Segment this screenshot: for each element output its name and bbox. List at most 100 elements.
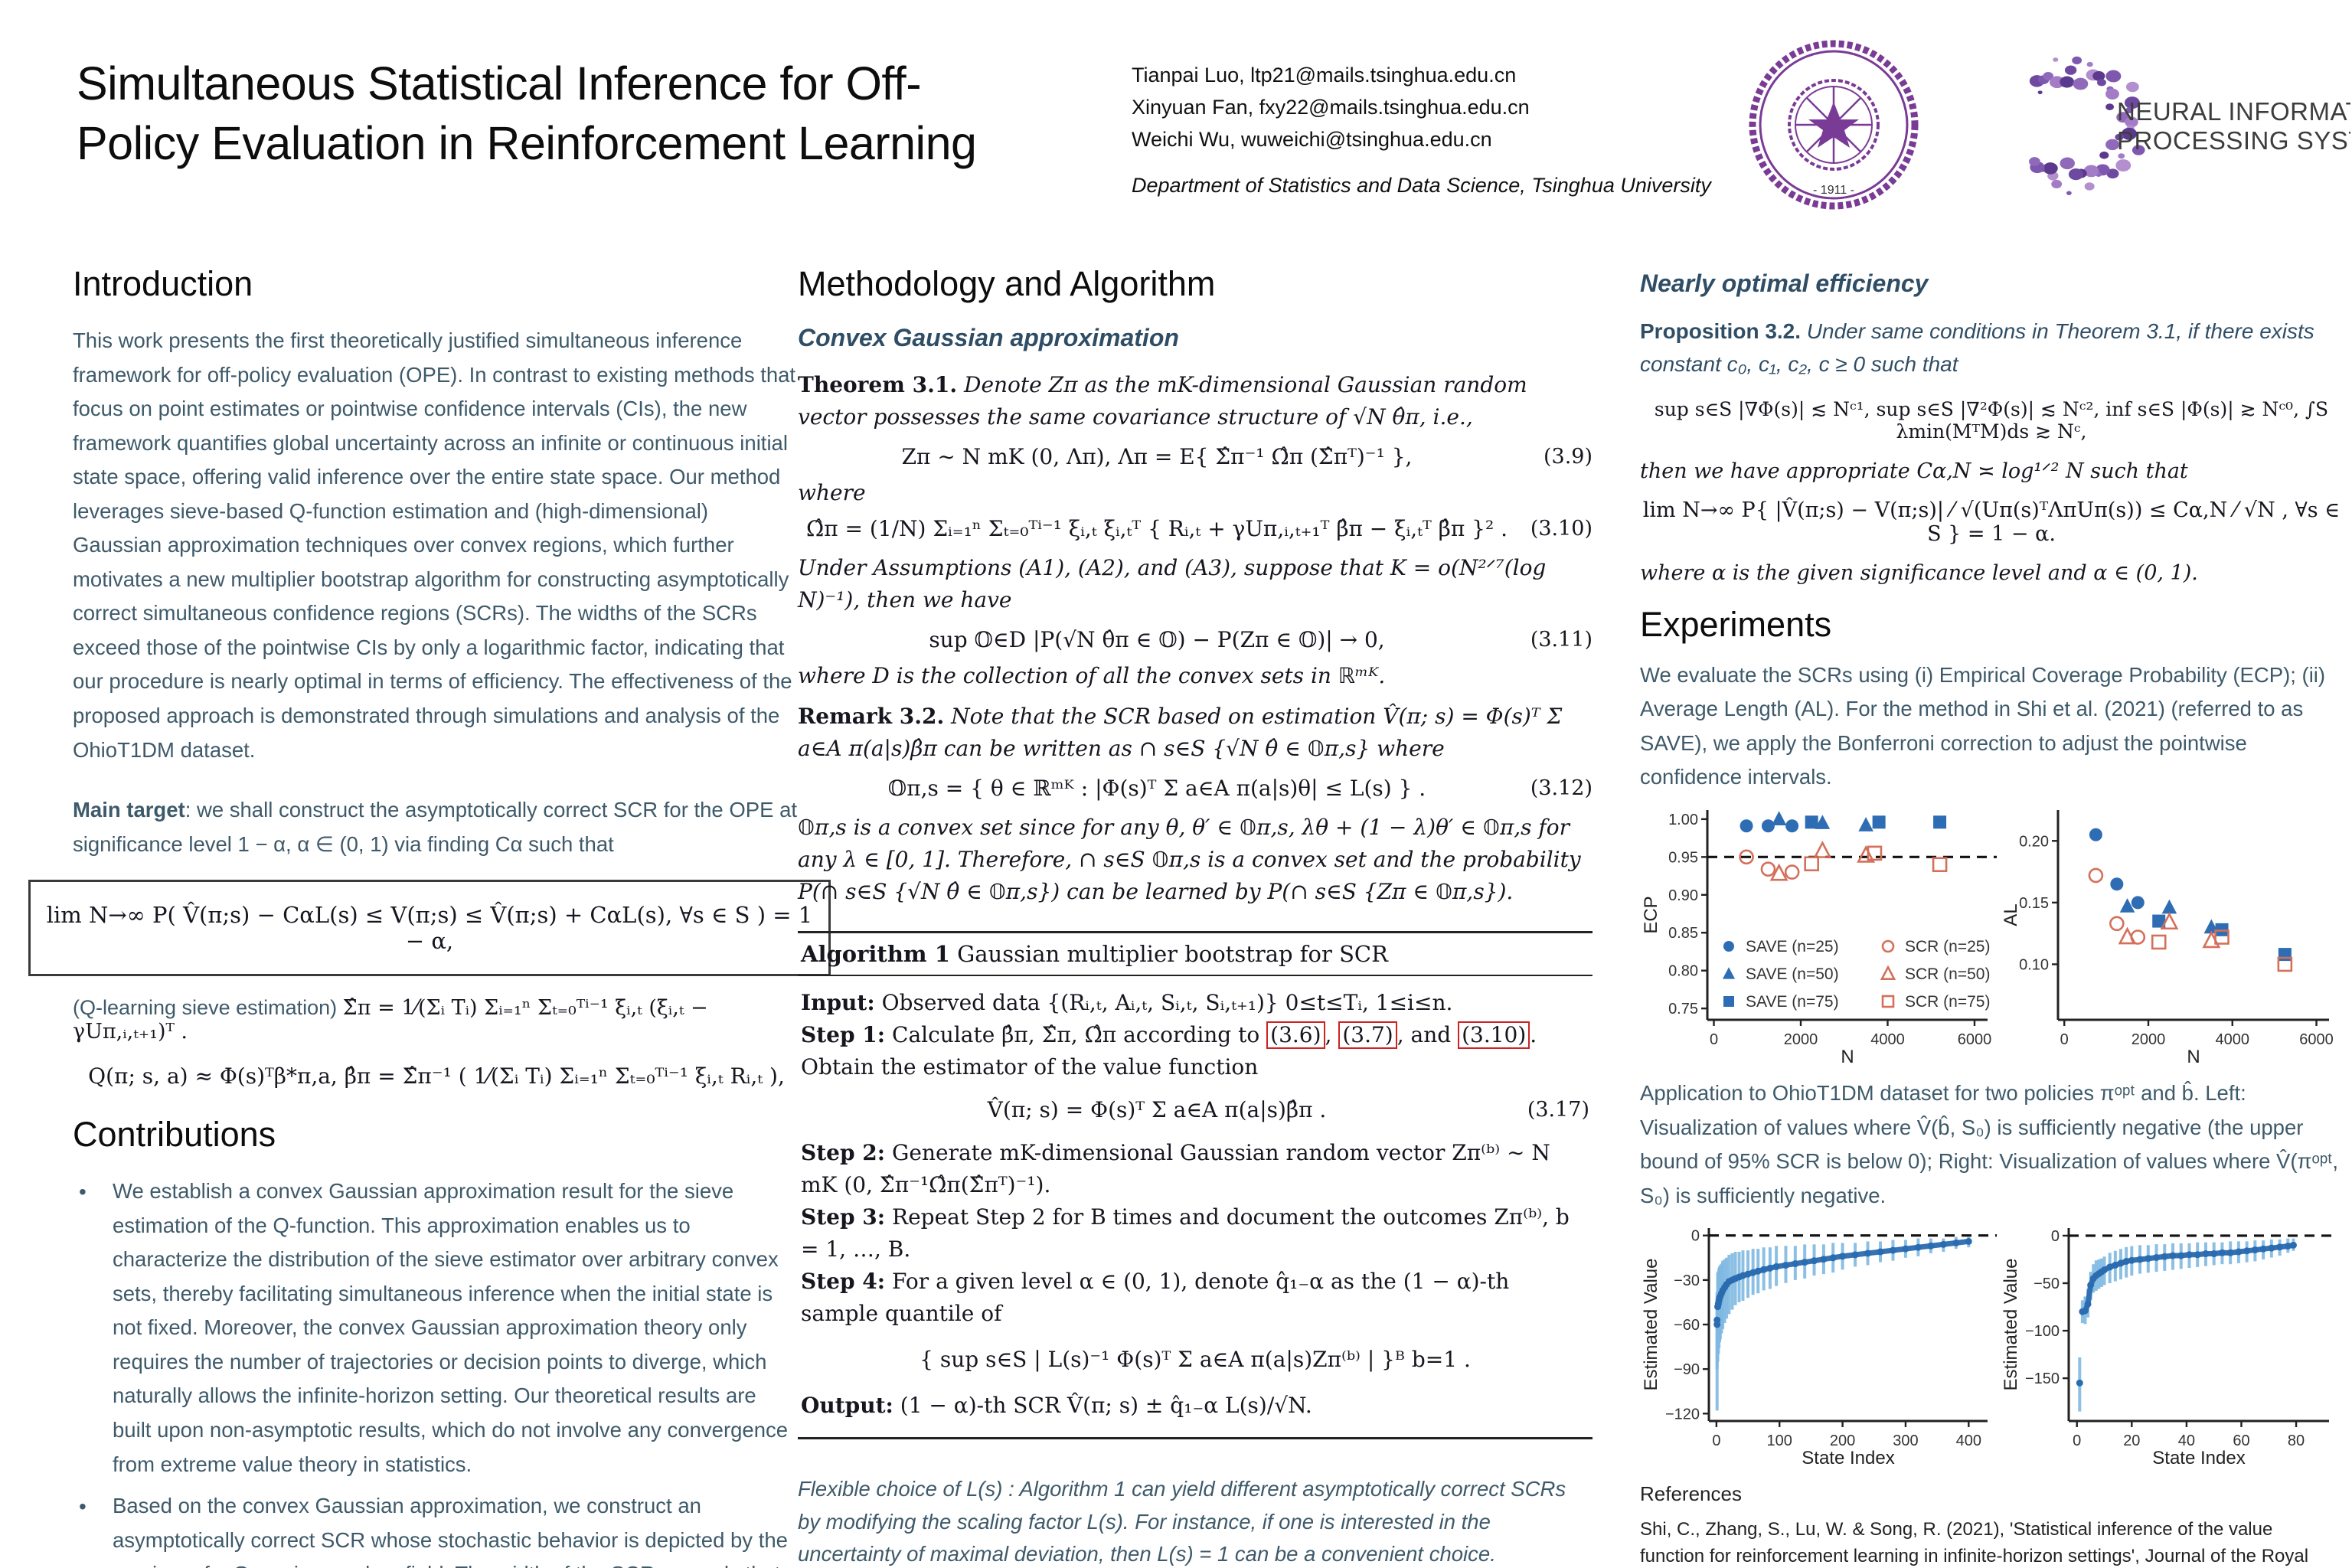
svg-text:6000: 6000 <box>1958 1031 1992 1048</box>
significance-text: where α is the given significance level … <box>1640 560 2198 585</box>
equation-3-11-number: (3.11) <box>1530 628 1592 652</box>
svg-text:Estimated Value: Estimated Value <box>2001 1259 2021 1391</box>
svg-text:0.10: 0.10 <box>2019 956 2049 973</box>
svg-text:SCR (n=50): SCR (n=50) <box>1905 965 1990 983</box>
equation-3-11-row: sup 𝕆∈D |P(√N θ̂π ∈ 𝕆) − P(Zπ ∈ 𝕆)| → 0,… <box>798 627 1592 652</box>
author-block: Tianpai Luo, ltp21@mails.tsinghua.edu.cn… <box>1132 60 1713 201</box>
equation-3-10-row: Ω̂π = (1/N) Σᵢ₌₁ⁿ Σₜ₌₀ᵀⁱ⁻¹ ξᵢ,ₜ ξᵢ,ₜᵀ { … <box>798 516 1592 541</box>
author-1: Tianpai Luo, ltp21@mails.tsinghua.edu.cn <box>1132 64 1517 87</box>
algorithm-title-text: Gaussian multiplier bootstrap for SCR <box>949 941 1388 967</box>
references-heading: References <box>1640 1482 1742 1506</box>
svg-text:State Index: State Index <box>2152 1448 2245 1468</box>
ohio-left-chart: 0 100 200 300 400 0 −30 −60 −90 −120 State Index Es… <box>1641 1228 1997 1468</box>
ref-3-6: (3.6) <box>1266 1021 1325 1050</box>
then-text: then we have appropriate Cα,N ≍ log¹ᐟ² N… <box>1640 459 2188 483</box>
svg-text:200: 200 <box>1830 1432 1855 1449</box>
ecp-chart: 0 2000 4000 6000 0.75 0.80 0.85 0.90 0.95 1.00 N EC… <box>1641 809 1997 1067</box>
algorithm-output: Output: (1 − α)-th SCR V̂(π; s) ± q̂₁₋α … <box>801 1393 1312 1418</box>
sieve-label: (Q-learning sieve estimation) <box>73 996 338 1020</box>
equation-3-12-number: (3.12) <box>1530 776 1592 800</box>
collection-text: where D is the collection of all the con… <box>798 663 1386 688</box>
seal-star-icon <box>1808 102 1859 148</box>
svg-text:80: 80 <box>2288 1432 2305 1449</box>
application-text: Application to OhioT1DM dataset for two … <box>1640 1080 2338 1207</box>
svg-text:0: 0 <box>2051 1228 2060 1245</box>
main-target-text: : we shall construct the asymptotically … <box>73 798 798 856</box>
experiments-heading: Experiments <box>1640 604 1832 644</box>
contribution-bullet-1: We establish a convex Gaussian approxima… <box>73 1174 800 1481</box>
algorithm-input: Input: Observed data {(Rᵢ,ₜ, Aᵢ,ₜ, Sᵢ,ₜ,… <box>801 990 1453 1015</box>
svg-text:−100: −100 <box>2025 1323 2060 1340</box>
flexible-choice-note: Flexible choice of L(s) : Algorithm 1 ca… <box>798 1477 1566 1566</box>
title-line-1: Simultaneous Statistical Inference for O… <box>77 57 922 109</box>
sigma-equation: Σ̂π = 1⁄(Σᵢ Tᵢ) Σᵢ₌₁ⁿ Σₜ₌₀ᵀⁱ⁻¹ ξᵢ,ₜ (ξᵢ,… <box>73 996 708 1044</box>
equation-3-17: V̂(π; s) = Φ(s)ᵀ Σ a∈A π(a|s)β̂π . <box>987 1097 1327 1122</box>
al-chart: 0 2000 4000 6000 0.10 0.15 0.20 N AL <box>2001 809 2334 1067</box>
algorithm-label: Algorithm 1 <box>801 941 950 967</box>
svg-text:2000: 2000 <box>1784 1031 1818 1048</box>
scr-equation-box: lim N→∞ P( V̂(π;s) − CαL(s) ≤ V(π;s) ≤ V… <box>28 880 831 977</box>
reference-1: Shi, C., Zhang, S., Lu, W. & Song, R. (2… <box>1640 1519 2309 1566</box>
sieve-estimation-row: (Q-learning sieve estimation) Σ̂π = 1⁄(Σ… <box>73 996 800 1044</box>
step-2-label: Step 2: <box>801 1140 886 1165</box>
experiments-body: We evaluate the SCRs using (i) Empirical… <box>1640 662 2326 789</box>
main-target-label: Main target <box>73 798 185 822</box>
input-label: Input: <box>801 990 875 1015</box>
theorem-label: Theorem 3.1. <box>798 372 958 397</box>
ref-3-10: (3.10) <box>1458 1021 1530 1050</box>
equation-3-11: sup 𝕆∈D |P(√N θ̂π ∈ 𝕆) − P(Zπ ∈ 𝕆)| → 0, <box>929 627 1385 652</box>
svg-text:AL: AL <box>2001 903 2021 926</box>
neurips-dots-icon <box>2029 56 2145 195</box>
proposition-text: Under same conditions in Theorem 3.1, if… <box>1640 319 2314 377</box>
proposition-3-2: Proposition 3.2. Under same conditions i… <box>1640 315 2343 381</box>
limit-equation: lim N→∞ P{ |V̂(π;s) − V(π;s)| ⁄ √(Uπ(s)ᵀ… <box>1642 498 2341 546</box>
svg-text:−50: −50 <box>2034 1276 2060 1292</box>
theorem-3-1: Theorem 3.1. Denote Zπ as the mK-dimensi… <box>798 369 1592 433</box>
svg-text:4000: 4000 <box>2216 1031 2250 1048</box>
svg-text:0: 0 <box>2073 1432 2081 1449</box>
svg-text:300: 300 <box>1893 1432 1918 1449</box>
algorithm-step-4: Step 4: For a given level α ∈ (0, 1), de… <box>801 1269 1510 1326</box>
svg-text:0: 0 <box>1712 1432 1720 1449</box>
step-1-label: Step 1: <box>801 1022 886 1047</box>
convex-set-text: 𝕆π,s is a convex set since for any θ, θ′… <box>798 815 1581 904</box>
title-line-2: Policy Evaluation in Reinforcement Learn… <box>77 117 977 170</box>
remark-3-2: Remark 3.2. Note that the SCR based on e… <box>798 701 1592 765</box>
introduction-body: This work presents the first theoretical… <box>73 328 796 762</box>
equation-3-17-row: V̂(π; s) = Φ(s)ᵀ Σ a∈A π(a|s)β̂π . (3.17… <box>801 1094 1589 1126</box>
where-1: where <box>798 480 866 505</box>
convex-gaussian-subheading: Convex Gaussian approximation <box>798 324 1179 351</box>
svg-text:−120: −120 <box>1665 1406 1700 1423</box>
q-function-equation: Q(π; s, a) ≈ Φ(s)ᵀβ*π,a, β̂π = Σ̂π⁻¹ ( 1… <box>88 1063 785 1089</box>
quantile-equation: { sup s∈S | L(s)⁻¹ Φ(s)ᵀ Σ a∈A π(a|s)Zπ⁽… <box>920 1347 1471 1372</box>
neurips-text-1: NEURAL INFORMATION <box>2117 97 2350 126</box>
svg-text:40: 40 <box>2178 1432 2195 1449</box>
svg-text:−30: −30 <box>1674 1272 1700 1289</box>
sup-inf-equation: sup s∈S |∇Φ(s)| ≲ Nᶜ¹, sup s∈S |∇²Φ(s)| … <box>1654 397 2329 443</box>
equation-3-9-row: Zπ ∼ N mK (0, Λπ), Λπ = E{ Σ̂π⁻¹ Ω̂π (Σ̂… <box>798 444 1592 469</box>
svg-text:0.85: 0.85 <box>1668 925 1698 942</box>
methodology-heading: Methodology and Algorithm <box>798 264 1216 303</box>
simulation-charts-row: 0 2000 4000 6000 0.75 0.80 0.85 0.90 0.95 1.00 N EC… <box>1640 799 2343 1069</box>
svg-text:N: N <box>2187 1047 2200 1067</box>
introduction-heading: Introduction <box>73 264 253 303</box>
equation-3-9-number: (3.9) <box>1543 445 1592 469</box>
svg-text:4000: 4000 <box>1870 1031 1905 1048</box>
ref-3-7: (3.7) <box>1338 1021 1397 1050</box>
middle-column: Methodology and Algorithm Convex Gaussia… <box>798 264 1592 1568</box>
svg-text:0.20: 0.20 <box>2019 833 2049 850</box>
svg-text:SAVE (n=75): SAVE (n=75) <box>1746 993 1839 1011</box>
assumptions-text: Under Assumptions (A1), (A2), and (A3), … <box>798 555 1547 612</box>
proposition-label: Proposition 3.2. <box>1640 319 1802 343</box>
equation-3-17-number: (3.17) <box>1527 1097 1589 1122</box>
algorithm-step-3: Step 3: Repeat Step 2 for B times and do… <box>801 1204 1570 1262</box>
remark-label: Remark 3.2. <box>798 704 945 729</box>
svg-text:1.00: 1.00 <box>1668 812 1698 828</box>
affiliation: Department of Statistics and Data Scienc… <box>1132 173 1711 197</box>
ohio-charts-row: 0 100 200 300 400 0 −30 −60 −90 −120 State Index Es… <box>1640 1217 2343 1470</box>
ohio-right-chart: 0 20 40 60 80 0 −50 −100 −150 State Index Estimate… <box>2001 1228 2338 1468</box>
svg-text:0.90: 0.90 <box>1668 887 1698 904</box>
contributions-heading: Contributions <box>73 1115 276 1155</box>
svg-text:0.95: 0.95 <box>1668 849 1698 866</box>
